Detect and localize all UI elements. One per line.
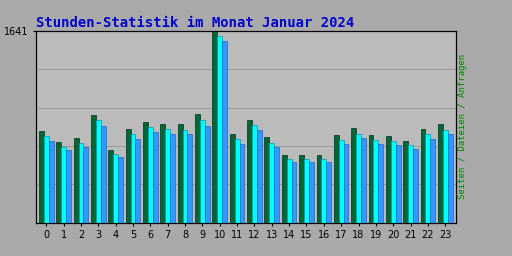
Bar	[165, 129, 170, 223]
Bar	[403, 141, 408, 223]
Bar	[113, 154, 118, 223]
Bar	[378, 144, 383, 223]
Bar	[421, 129, 425, 223]
Bar	[178, 124, 183, 223]
Bar	[200, 120, 205, 223]
Bar	[438, 124, 443, 223]
Bar	[205, 126, 210, 223]
Bar	[118, 157, 123, 223]
Bar	[183, 130, 187, 223]
Bar	[217, 36, 222, 223]
Bar	[170, 134, 175, 223]
Bar	[39, 132, 44, 223]
Bar	[282, 155, 287, 223]
Y-axis label: Seiten / Dateien / Anfragen: Seiten / Dateien / Anfragen	[458, 54, 467, 199]
Bar	[195, 114, 200, 223]
Bar	[408, 145, 413, 223]
Bar	[344, 144, 349, 223]
Bar	[351, 128, 356, 223]
Bar	[44, 136, 49, 223]
Bar	[326, 163, 331, 223]
Bar	[309, 163, 314, 223]
Bar	[96, 120, 101, 223]
Bar	[230, 134, 234, 223]
Bar	[447, 134, 453, 223]
Bar	[431, 139, 435, 223]
Bar	[148, 127, 153, 223]
Bar	[247, 120, 252, 223]
Bar	[66, 150, 71, 223]
Bar	[425, 134, 431, 223]
Bar	[131, 134, 135, 223]
Bar	[334, 135, 339, 223]
Bar	[391, 141, 396, 223]
Bar	[299, 155, 304, 223]
Bar	[322, 159, 326, 223]
Bar	[240, 144, 244, 223]
Bar	[443, 130, 447, 223]
Bar	[135, 139, 140, 223]
Bar	[396, 145, 400, 223]
Bar	[153, 132, 158, 223]
Bar	[234, 139, 240, 223]
Bar	[212, 31, 217, 223]
Bar	[316, 155, 322, 223]
Bar	[187, 134, 193, 223]
Bar	[269, 143, 274, 223]
Bar	[291, 163, 296, 223]
Bar	[356, 134, 361, 223]
Bar	[252, 125, 257, 223]
Bar	[56, 142, 61, 223]
Bar	[160, 124, 165, 223]
Bar	[126, 129, 131, 223]
Bar	[257, 130, 262, 223]
Bar	[361, 138, 366, 223]
Bar	[222, 41, 227, 223]
Bar	[61, 147, 66, 223]
Bar	[369, 135, 373, 223]
Bar	[304, 159, 309, 223]
Bar	[373, 140, 378, 223]
Bar	[413, 149, 418, 223]
Bar	[274, 147, 279, 223]
Bar	[49, 141, 54, 223]
Bar	[386, 136, 391, 223]
Bar	[109, 150, 113, 223]
Bar	[101, 126, 105, 223]
Bar	[74, 138, 78, 223]
Bar	[339, 140, 344, 223]
Bar	[265, 137, 269, 223]
Bar	[91, 115, 96, 223]
Text: Stunden-Statistik im Monat Januar 2024: Stunden-Statistik im Monat Januar 2024	[36, 16, 354, 29]
Bar	[78, 143, 83, 223]
Bar	[83, 147, 88, 223]
Bar	[287, 159, 291, 223]
Bar	[143, 122, 148, 223]
